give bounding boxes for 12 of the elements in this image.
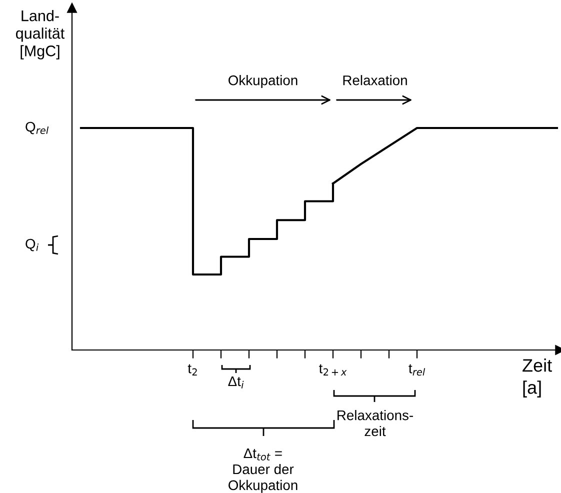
text: Okkupation [228,75,298,88]
text: Relaxation [343,75,407,86]
text: Relaxations- zeit [338,410,413,436]
text: Δt$_{i}$ [228,376,244,388]
x-tick-label: t$_{2+x}$ [319,364,347,376]
text: Q$_{rel}$ [26,122,49,134]
text: Δt$_{tot}$ = Dauer der Okkupation [228,448,298,493]
text: Q$_{i}$ [26,238,39,252]
x-tick-label: t$_{rel}$ [408,364,426,376]
y-axis-title: Land- qualität [MgC] [16,10,65,60]
x-axis-title: Zeit [a] [522,358,552,398]
x-tick-label: t$_{2}$ [188,364,197,376]
